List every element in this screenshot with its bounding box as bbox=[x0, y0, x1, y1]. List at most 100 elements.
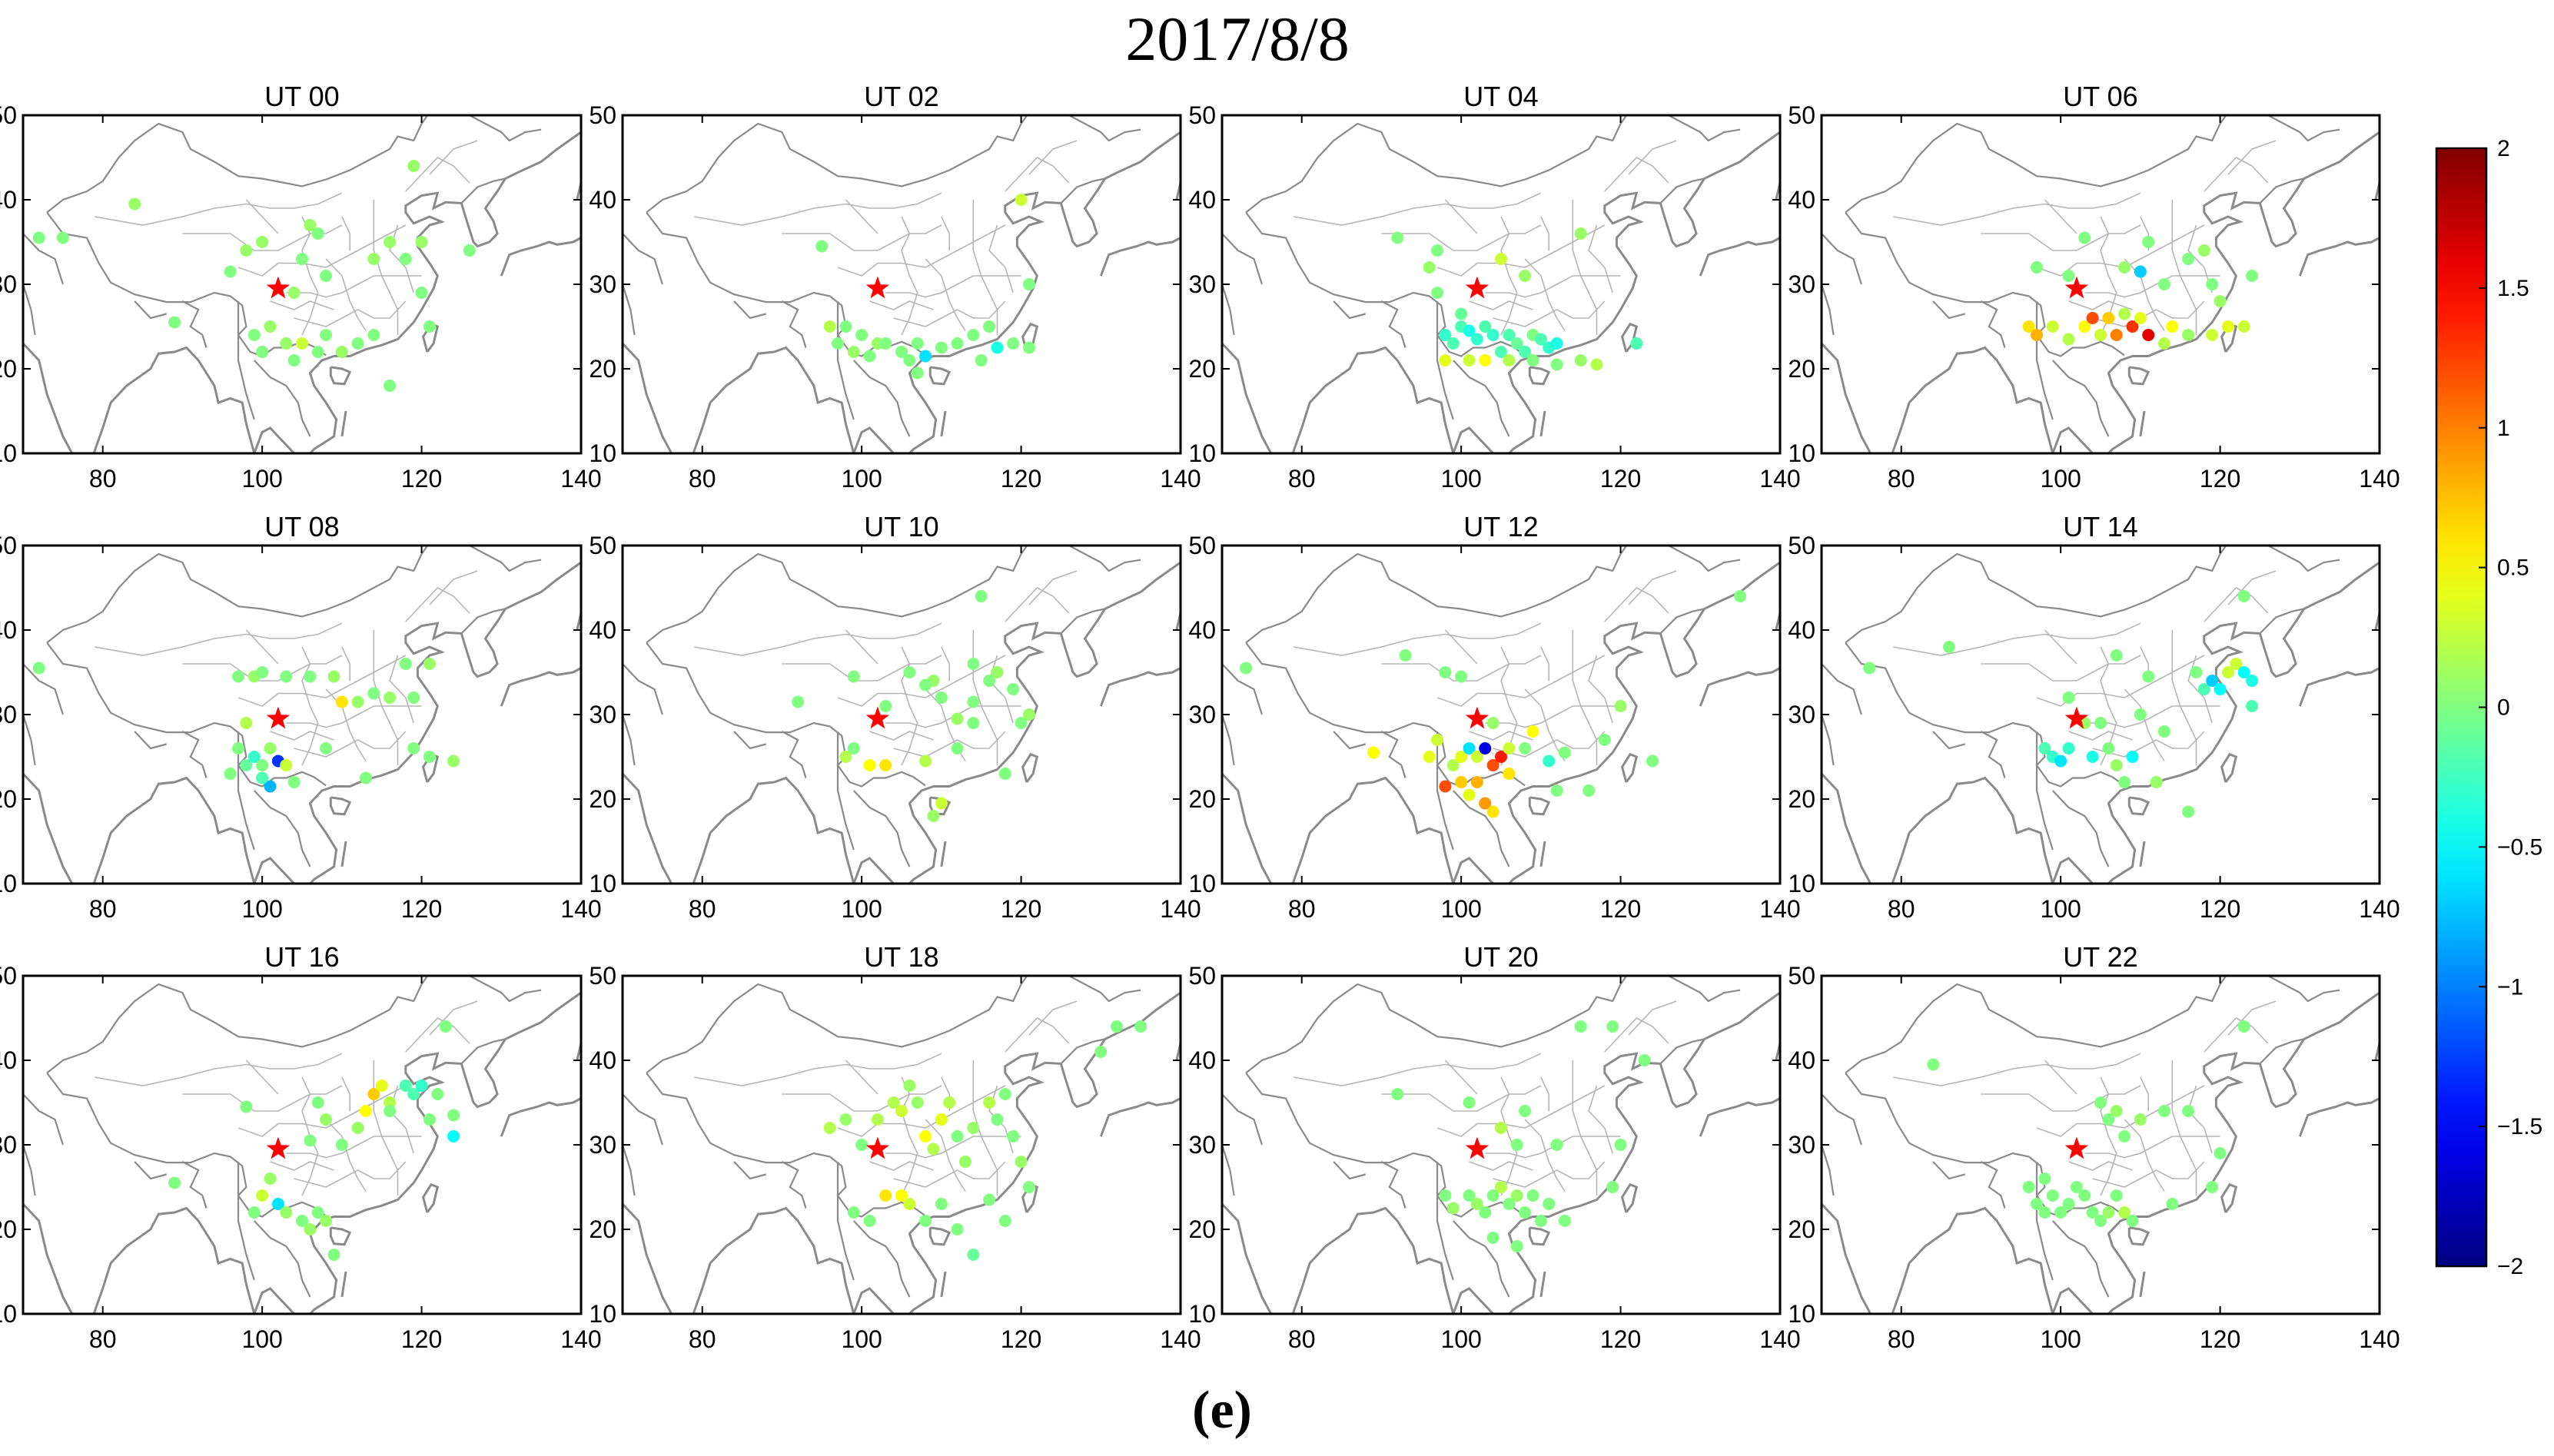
basemap bbox=[1822, 976, 2380, 1314]
border-line bbox=[1020, 546, 1141, 572]
province-line bbox=[1294, 622, 1542, 656]
data-point bbox=[1550, 784, 1563, 797]
province-line bbox=[2187, 1085, 2213, 1154]
border-line bbox=[1452, 790, 1510, 867]
province-line bbox=[1572, 630, 1598, 765]
x-tick-label: 140 bbox=[560, 895, 601, 923]
x-tick-label: 120 bbox=[1001, 895, 1041, 923]
province-line bbox=[2171, 1060, 2197, 1196]
data-point bbox=[887, 1096, 900, 1109]
data-point bbox=[1598, 734, 1611, 746]
data-point bbox=[2197, 683, 2210, 695]
data-point bbox=[1463, 324, 1476, 337]
coastline bbox=[1452, 991, 1780, 1314]
x-tick-label: 120 bbox=[1600, 465, 1641, 493]
border-line bbox=[1222, 1144, 1235, 1196]
data-point bbox=[232, 742, 245, 755]
map-panel-8: 80 100 120 140 10 20 30 40 50 UT 16 bbox=[0, 941, 602, 1353]
province-line bbox=[2227, 140, 2277, 175]
data-point bbox=[2221, 666, 2234, 678]
province-line bbox=[941, 646, 950, 681]
data-point bbox=[855, 1139, 868, 1151]
y-tick-label: 10 bbox=[0, 1300, 17, 1328]
border-line bbox=[134, 300, 167, 320]
border-line bbox=[253, 360, 311, 437]
data-point bbox=[1455, 307, 1468, 320]
epicenter-star bbox=[266, 276, 291, 299]
border-line bbox=[646, 642, 926, 788]
data-point bbox=[287, 354, 301, 366]
colorbar-tick-label: 2 bbox=[2497, 136, 2510, 161]
data-point bbox=[1479, 742, 1492, 755]
data-point bbox=[2197, 244, 2210, 257]
coastline bbox=[1099, 237, 1181, 277]
x-tick-label: 120 bbox=[401, 465, 442, 493]
border-line bbox=[181, 731, 208, 778]
data-point bbox=[1446, 759, 1460, 771]
data-point bbox=[1470, 333, 1483, 346]
y-tick-label: 30 bbox=[0, 1131, 17, 1159]
border-line bbox=[2051, 790, 2110, 867]
province-line bbox=[988, 224, 1014, 294]
data-point bbox=[2206, 329, 2219, 341]
province-line bbox=[429, 1000, 478, 1036]
province-line bbox=[405, 587, 470, 622]
y-tick-label: 50 bbox=[0, 101, 17, 129]
border-line bbox=[134, 1161, 167, 1180]
data-point bbox=[2126, 751, 2139, 763]
province-line bbox=[1981, 1085, 2141, 1112]
axes-frame bbox=[621, 114, 1182, 455]
province-line bbox=[341, 646, 350, 681]
data-point bbox=[311, 346, 324, 358]
data-point bbox=[2110, 1189, 2123, 1202]
province-line bbox=[1604, 157, 1669, 192]
coastline bbox=[1278, 470, 1282, 479]
data-point bbox=[991, 1113, 1004, 1126]
data-point bbox=[367, 1088, 380, 1100]
data-point bbox=[1470, 751, 1483, 763]
map-panel-0: 80 100 120 140 10 20 30 40 50 UT 00 bbox=[0, 81, 602, 493]
data-point bbox=[2157, 337, 2170, 350]
province-line bbox=[286, 705, 422, 728]
y-tick-label: 20 bbox=[589, 1216, 616, 1243]
data-point bbox=[1503, 742, 1516, 755]
data-point bbox=[2110, 649, 2123, 662]
coastline bbox=[623, 342, 855, 453]
border-line bbox=[1245, 552, 1622, 644]
data-point bbox=[407, 692, 420, 704]
data-point bbox=[1015, 717, 1028, 729]
border-line bbox=[134, 731, 167, 750]
data-point bbox=[407, 742, 420, 755]
coastline bbox=[23, 1202, 256, 1314]
basemap bbox=[1822, 115, 2380, 453]
data-point bbox=[2246, 270, 2259, 282]
data-point bbox=[998, 1088, 1011, 1100]
data-point bbox=[1606, 1020, 1619, 1033]
border-line bbox=[237, 301, 255, 420]
data-point bbox=[232, 670, 245, 683]
border-line bbox=[733, 1161, 766, 1180]
map-panel-5: 80 100 120 140 10 20 30 40 50 UT 10 bbox=[589, 511, 1201, 923]
data-point bbox=[1534, 333, 1547, 346]
data-point bbox=[320, 329, 333, 341]
data-point bbox=[1470, 1198, 1483, 1210]
province-line bbox=[869, 731, 934, 741]
province-line bbox=[389, 655, 414, 724]
coastline bbox=[2139, 1271, 2146, 1298]
province-line bbox=[1524, 1119, 1566, 1192]
border-line bbox=[1380, 1161, 1407, 1209]
x-tick-label: 80 bbox=[1288, 895, 1316, 923]
colorbar-tick-label: 1 bbox=[2497, 416, 2510, 441]
province-line bbox=[1572, 200, 1598, 335]
data-point bbox=[2078, 320, 2091, 333]
data-point bbox=[1007, 337, 1020, 350]
data-point bbox=[335, 346, 348, 358]
border-line bbox=[1980, 1161, 2006, 1209]
data-point bbox=[384, 236, 397, 248]
border-line bbox=[1822, 1093, 1862, 1146]
data-point bbox=[359, 771, 372, 784]
province-line bbox=[1294, 192, 1542, 226]
province-line bbox=[925, 1119, 966, 1192]
map-panel-1: 80 100 120 140 10 20 30 40 50 UT 02 bbox=[589, 81, 1201, 493]
data-point bbox=[1526, 725, 1539, 738]
